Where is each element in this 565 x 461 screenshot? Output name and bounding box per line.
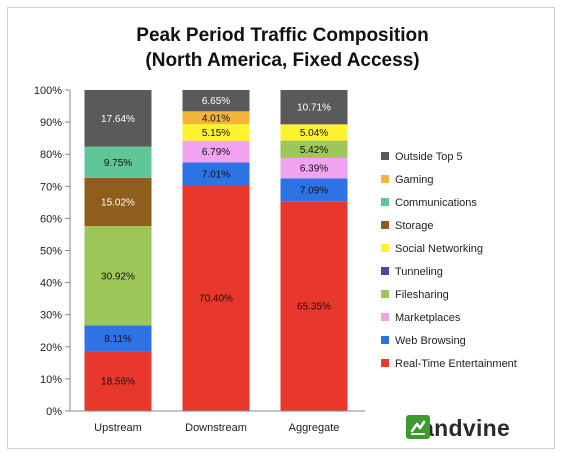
y-tick-label: 100% (34, 85, 62, 97)
bar-segment (182, 124, 250, 141)
legend-label: Real-Time Entertainment (395, 358, 517, 370)
data-label: 5.04% (300, 128, 328, 139)
x-axis: Upstream Downstream Aggregate (70, 410, 365, 434)
data-label: 6.79% (202, 147, 230, 158)
bar-segment (182, 111, 250, 125)
bar-segment (84, 226, 152, 326)
legend-label: Marketplaces (395, 312, 461, 324)
legend-swatch (381, 152, 389, 160)
legend-label: Tunneling (395, 266, 443, 278)
data-label: 7.09% (300, 185, 328, 196)
legend-swatch (381, 313, 389, 321)
bar-segment (182, 162, 250, 186)
data-label: 5.42% (300, 145, 328, 156)
bar-segment (280, 157, 348, 179)
bar-segment (280, 178, 348, 202)
legend-swatch (381, 336, 389, 344)
legend-label: Social Networking (395, 243, 483, 255)
legend-swatch (381, 175, 389, 183)
legend-label: Gaming (395, 174, 434, 186)
data-label: 7.01% (202, 169, 230, 180)
legend-swatch (381, 198, 389, 206)
legend: Outside Top 5 Gaming Communications Storage… (381, 151, 517, 370)
y-tick-label: 10% (40, 374, 62, 386)
legend-label: Web Browsing (395, 335, 466, 347)
data-label: 9.75% (104, 158, 132, 169)
y-tick-label: 60% (40, 213, 62, 225)
data-label: 15.02% (101, 198, 135, 209)
bar-segment (84, 146, 152, 178)
legend-swatch (381, 244, 389, 252)
y-tick-label: 30% (40, 310, 62, 322)
y-tick-label: 90% (40, 117, 62, 129)
data-label: 65.35% (297, 302, 331, 313)
legend-swatch (381, 221, 389, 229)
bar-segment (84, 325, 152, 352)
x-tick-label: Downstream (185, 422, 247, 434)
bars: 18.56% 8.11% 30.92% 15.02% 9.75% 17.64% 70.40%… (84, 90, 348, 411)
data-label: 30.92% (101, 271, 135, 282)
legend-swatch (381, 267, 389, 275)
data-label: 10.71% (297, 103, 331, 114)
legend-label: Storage (395, 220, 434, 232)
legend-swatch (381, 359, 389, 367)
y-axis: 0% 10% 20% 30% 40% 50% 60% 70% 80% 90% 100% (34, 85, 71, 418)
bar-segment (280, 124, 348, 141)
bar-segment (280, 201, 348, 411)
y-tick-label: 20% (40, 342, 62, 354)
bar-segment (84, 177, 152, 227)
data-label: 8.11% (104, 334, 132, 345)
data-label: 18.56% (101, 377, 135, 388)
data-label: 70.40% (199, 294, 233, 305)
legend-label: Outside Top 5 (395, 151, 463, 163)
bar-segment (280, 90, 348, 125)
x-tick-label: Upstream (94, 422, 142, 434)
y-tick-label: 50% (40, 246, 62, 258)
data-label: 6.65% (202, 96, 230, 107)
x-tick-label: Aggregate (289, 422, 340, 434)
chart-subtitle: (North America, Fixed Access) (145, 50, 420, 71)
bar-segment (84, 90, 152, 147)
data-label: 4.01% (202, 113, 230, 124)
bar-segment (182, 140, 250, 163)
legend-label: Filesharing (395, 289, 449, 301)
y-tick-label: 70% (40, 181, 62, 193)
chart-title: Peak Period Traffic Composition (136, 25, 429, 46)
y-tick-label: 0% (46, 406, 62, 418)
sandvine-brand: sandvine (405, 414, 510, 442)
bar-segment (280, 140, 348, 158)
bar-segment (182, 90, 250, 112)
data-label: 17.64% (101, 114, 135, 125)
y-tick-label: 80% (40, 149, 62, 161)
data-label: 5.15% (202, 128, 230, 139)
bar-segment (182, 185, 250, 411)
legend-label: Communications (395, 197, 477, 209)
bar-segment (84, 351, 152, 411)
y-tick-label: 40% (40, 278, 62, 290)
legend-swatch (381, 290, 389, 298)
data-label: 6.39% (300, 164, 328, 175)
